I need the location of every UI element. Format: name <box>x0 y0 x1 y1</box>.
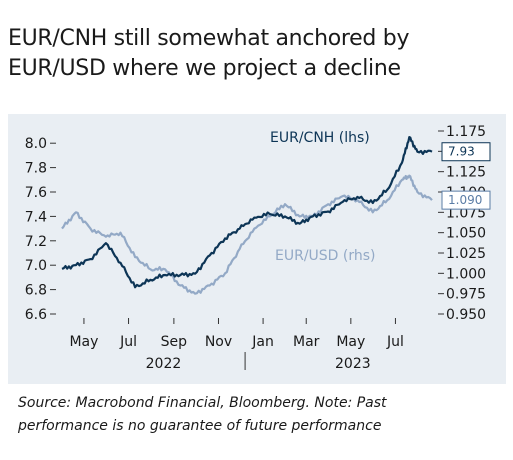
x-axis-tick-label: Jul <box>119 334 137 350</box>
source-note: Source: Macrobond Financial, Bloomberg. … <box>8 384 506 442</box>
x-axis-tick-label: May <box>69 334 98 350</box>
x-axis-tick-label: Jul <box>386 334 404 350</box>
eurusd-last-value: 1.090 <box>448 193 482 207</box>
right-axis-tick-label: 1.125 <box>446 165 486 181</box>
eurusd-series-label: EUR/USD (rhs) <box>275 248 376 264</box>
left-axis-tick-label: 8.0 <box>25 136 47 152</box>
x-axis-tick-label: Mar <box>293 334 320 350</box>
left-axis-tick-label: 7.4 <box>25 209 47 225</box>
left-axis-tick-label: 6.6 <box>25 307 47 323</box>
eurusd-last-box <box>441 190 491 210</box>
eurcnh-line <box>61 136 433 289</box>
x-axis-year-label: 2022 <box>146 356 182 372</box>
right-axis-tick-label: 1.050 <box>446 226 486 242</box>
title-line-1: EUR/CNH still somewhat anchored by <box>8 26 410 51</box>
chart-title: EUR/CNH still somewhat anchored by EUR/U… <box>8 24 508 84</box>
eurcnh-last-box <box>441 142 491 162</box>
x-axis-tick-label: Nov <box>205 334 232 350</box>
right-axis-tick-label: 0.950 <box>446 307 486 323</box>
x-axis-tick-label: Jan <box>251 334 274 350</box>
left-axis-tick-label: 6.8 <box>25 283 47 299</box>
left-axis-tick-label: 7.8 <box>25 161 47 177</box>
x-axis-tick-label: May <box>336 334 365 350</box>
left-axis-tick-label: 7.2 <box>25 234 47 250</box>
source-line-1: Source: Macrobond Financial, Bloomberg. … <box>18 395 387 411</box>
x-axis-tick-label: Sep <box>161 334 188 350</box>
source-line-2: performance is no guarantee of future pe… <box>18 418 382 434</box>
right-axis-tick-label: 1.175 <box>446 124 486 140</box>
left-axis-tick-label: 7.6 <box>25 185 47 201</box>
chart-panel <box>8 114 506 384</box>
eurcnh-series-label: EUR/CNH (lhs) <box>270 130 370 146</box>
x-axis-year-label: 2023 <box>335 356 371 372</box>
right-axis-tick-label: 1.000 <box>446 266 486 282</box>
eurusd-line <box>61 174 433 295</box>
right-axis-tick-label: 1.025 <box>446 246 486 262</box>
eurcnh-last-value: 7.93 <box>448 145 475 159</box>
title-line-2: EUR/USD where we project a decline <box>8 56 401 81</box>
left-axis-tick-label: 7.0 <box>25 258 47 274</box>
right-axis-tick-label: 0.975 <box>446 287 486 303</box>
